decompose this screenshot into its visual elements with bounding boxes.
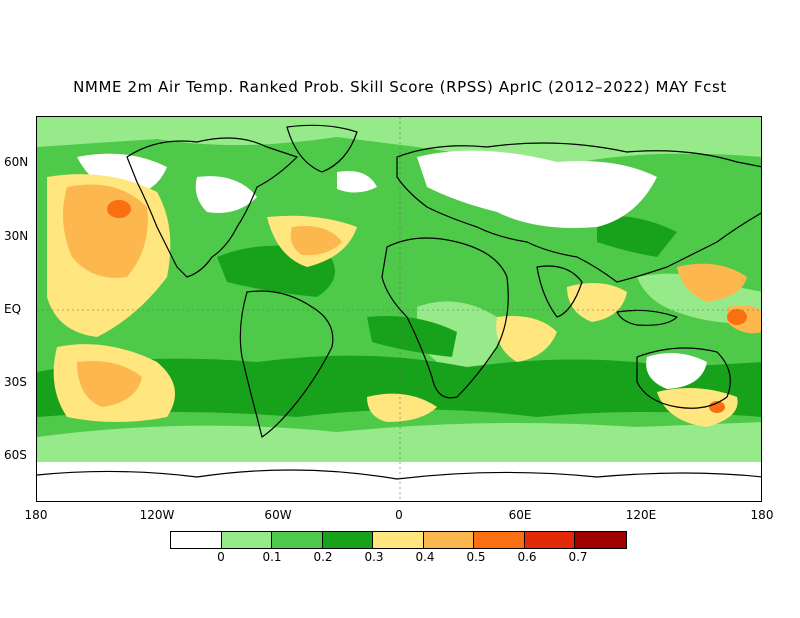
- colorbar-tick-label: 0.3: [364, 550, 384, 564]
- lon-label-60e: 60E: [508, 508, 532, 522]
- lon-label-120e: 120E: [625, 508, 657, 522]
- colorbar-tick-label: 0: [217, 550, 225, 564]
- white-regions: [37, 150, 761, 501]
- lat-label-60s: 60S: [4, 448, 27, 462]
- skill-score-map: [36, 116, 762, 502]
- south-america-outline: [239, 290, 334, 438]
- lat-label-eq: EQ: [4, 302, 22, 316]
- eurasia-outline: [396, 142, 761, 283]
- north-america-outline: [126, 137, 298, 278]
- colorbar-swatch: [423, 532, 474, 548]
- lat-label-60n: 60N: [4, 155, 29, 169]
- colorbar-swatch: [221, 532, 272, 548]
- colorbar-tick-label: 0.4: [415, 550, 435, 564]
- red-regions: [107, 200, 747, 413]
- greenland-outline: [286, 124, 358, 173]
- colorbar-tick-label: 0.7: [568, 550, 588, 564]
- colorbar-tick-label: 0.1: [262, 550, 282, 564]
- colorbar-swatch: [171, 532, 222, 548]
- grid-lines: [37, 117, 761, 501]
- indonesia-outline: [616, 309, 678, 326]
- continent-outlines: [37, 124, 761, 480]
- africa-outline: [381, 237, 509, 399]
- chart-title: NMME 2m Air Temp. Ranked Prob. Skill Sco…: [73, 78, 727, 96]
- india-outline: [536, 265, 583, 318]
- colorbar-swatch: [322, 532, 373, 548]
- colorbar-tick-label: 0.2: [313, 550, 333, 564]
- lat-label-30s: 30S: [4, 375, 27, 389]
- lon-label-180e: 180: [750, 508, 774, 522]
- lat-label-30n: 30N: [4, 229, 29, 243]
- colorbar-swatch: [272, 532, 323, 548]
- lon-label-180w: 180: [24, 508, 48, 522]
- antarctica-outline: [37, 469, 761, 480]
- colorbar-swatch: [524, 532, 575, 548]
- colorbar-tick-label: 0.5: [466, 550, 486, 564]
- light-green-regions: [37, 117, 761, 462]
- lon-label-60w: 60W: [264, 508, 292, 522]
- lon-label-0: 0: [395, 508, 403, 522]
- australia-outline: [636, 347, 731, 409]
- colorbar-swatch: [373, 532, 424, 548]
- colorbar: [170, 531, 627, 549]
- dark-green-regions: [37, 216, 761, 417]
- map-canvas: [37, 117, 761, 501]
- colorbar-swatch: [474, 532, 525, 548]
- colorbar-tick-label: 0.6: [517, 550, 537, 564]
- lon-label-120w: 120W: [139, 508, 175, 522]
- colorbar-swatch: [575, 532, 626, 548]
